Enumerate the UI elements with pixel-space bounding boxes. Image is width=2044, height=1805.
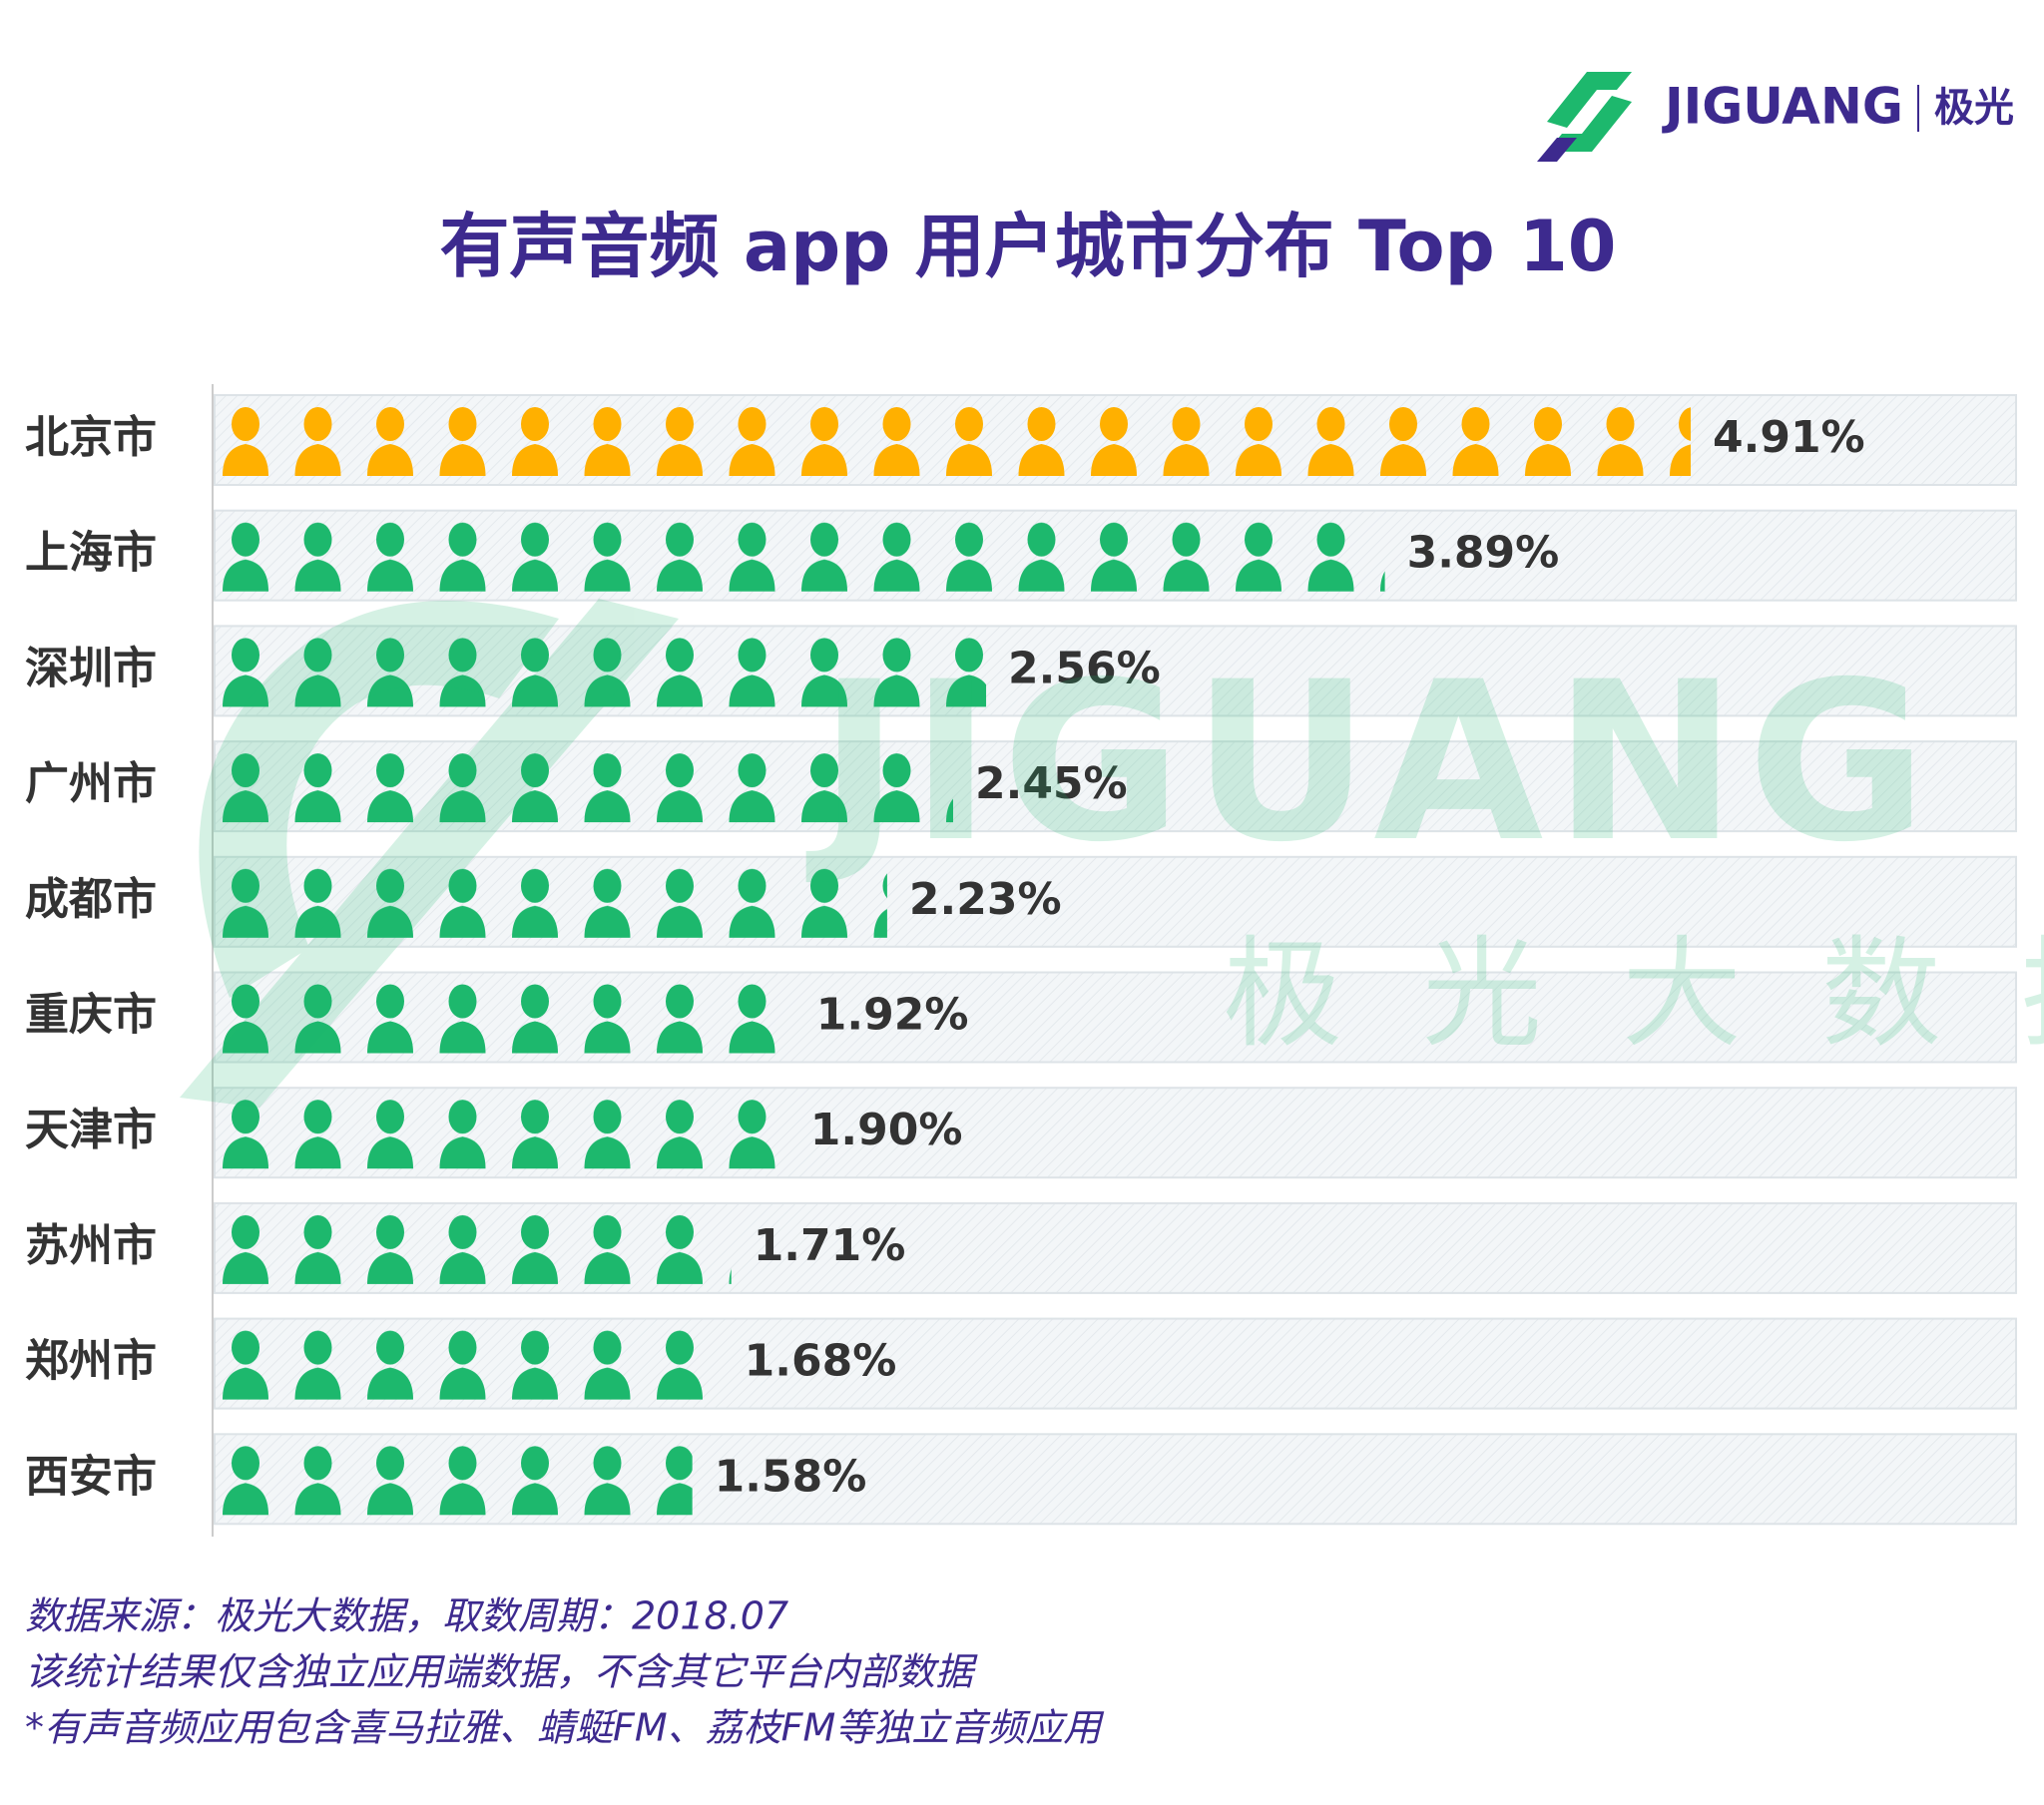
bar xyxy=(219,517,1385,594)
category-label: 广州市 xyxy=(25,758,157,809)
logo: JIGUANG 极光 xyxy=(1537,72,2014,162)
bar xyxy=(219,633,987,709)
value-label: 4.91% xyxy=(1713,412,1865,463)
logo-icon xyxy=(1537,72,1632,162)
category-label: 北京市 xyxy=(25,412,157,463)
value-label: 2.56% xyxy=(1008,643,1161,693)
value-label: 1.68% xyxy=(745,1336,897,1387)
logo-cn: 极光 xyxy=(1934,85,2014,131)
category-label: 天津市 xyxy=(25,1105,157,1155)
category-label: 西安市 xyxy=(25,1451,157,1502)
value-label: 3.89% xyxy=(1407,528,1560,579)
logo-brand: JIGUANG xyxy=(1662,78,1903,136)
value-label: 1.90% xyxy=(810,1105,963,1155)
bar xyxy=(219,1209,732,1286)
bar xyxy=(219,1441,693,1518)
bar xyxy=(219,1325,723,1402)
bar xyxy=(219,979,794,1056)
category-label: 郑州市 xyxy=(25,1336,157,1387)
value-label: 2.45% xyxy=(975,758,1128,809)
bar xyxy=(219,863,887,940)
category-label: 苏州市 xyxy=(25,1220,157,1271)
category-label: 深圳市 xyxy=(25,643,157,693)
bar xyxy=(219,1095,788,1171)
footer: 数据来源：极光大数据，取数周期：2018.07 该统计结果仅含独立应用端数据，不含… xyxy=(25,1594,1105,1750)
footer-note: 数据来源：极光大数据，取数周期：2018.07 xyxy=(25,1594,788,1638)
category-label: 上海市 xyxy=(25,528,157,579)
value-label: 1.58% xyxy=(715,1451,867,1502)
category-label: 成都市 xyxy=(25,874,157,925)
value-label: 2.23% xyxy=(909,874,1062,925)
rows: 北京市 4.91% 上海市 3.89% 深圳市 2.56% 广州市 2.45% 成都市 2.23%… xyxy=(25,394,2017,1526)
bar xyxy=(219,748,953,825)
value-label: 1.92% xyxy=(816,990,969,1041)
footer-note: *有声音频应用包含喜马拉雅、蜻蜓FM、荔枝FM等独立音频应用 xyxy=(25,1706,1105,1750)
bar xyxy=(219,402,1691,478)
value-label: 1.71% xyxy=(754,1220,906,1271)
footer-note: 该统计结果仅含独立应用端数据，不含其它平台内部数据 xyxy=(25,1650,978,1694)
chart-title: 有声音频 app 用户城市分布 Top 10 xyxy=(440,206,1617,287)
category-label: 重庆市 xyxy=(25,990,157,1041)
